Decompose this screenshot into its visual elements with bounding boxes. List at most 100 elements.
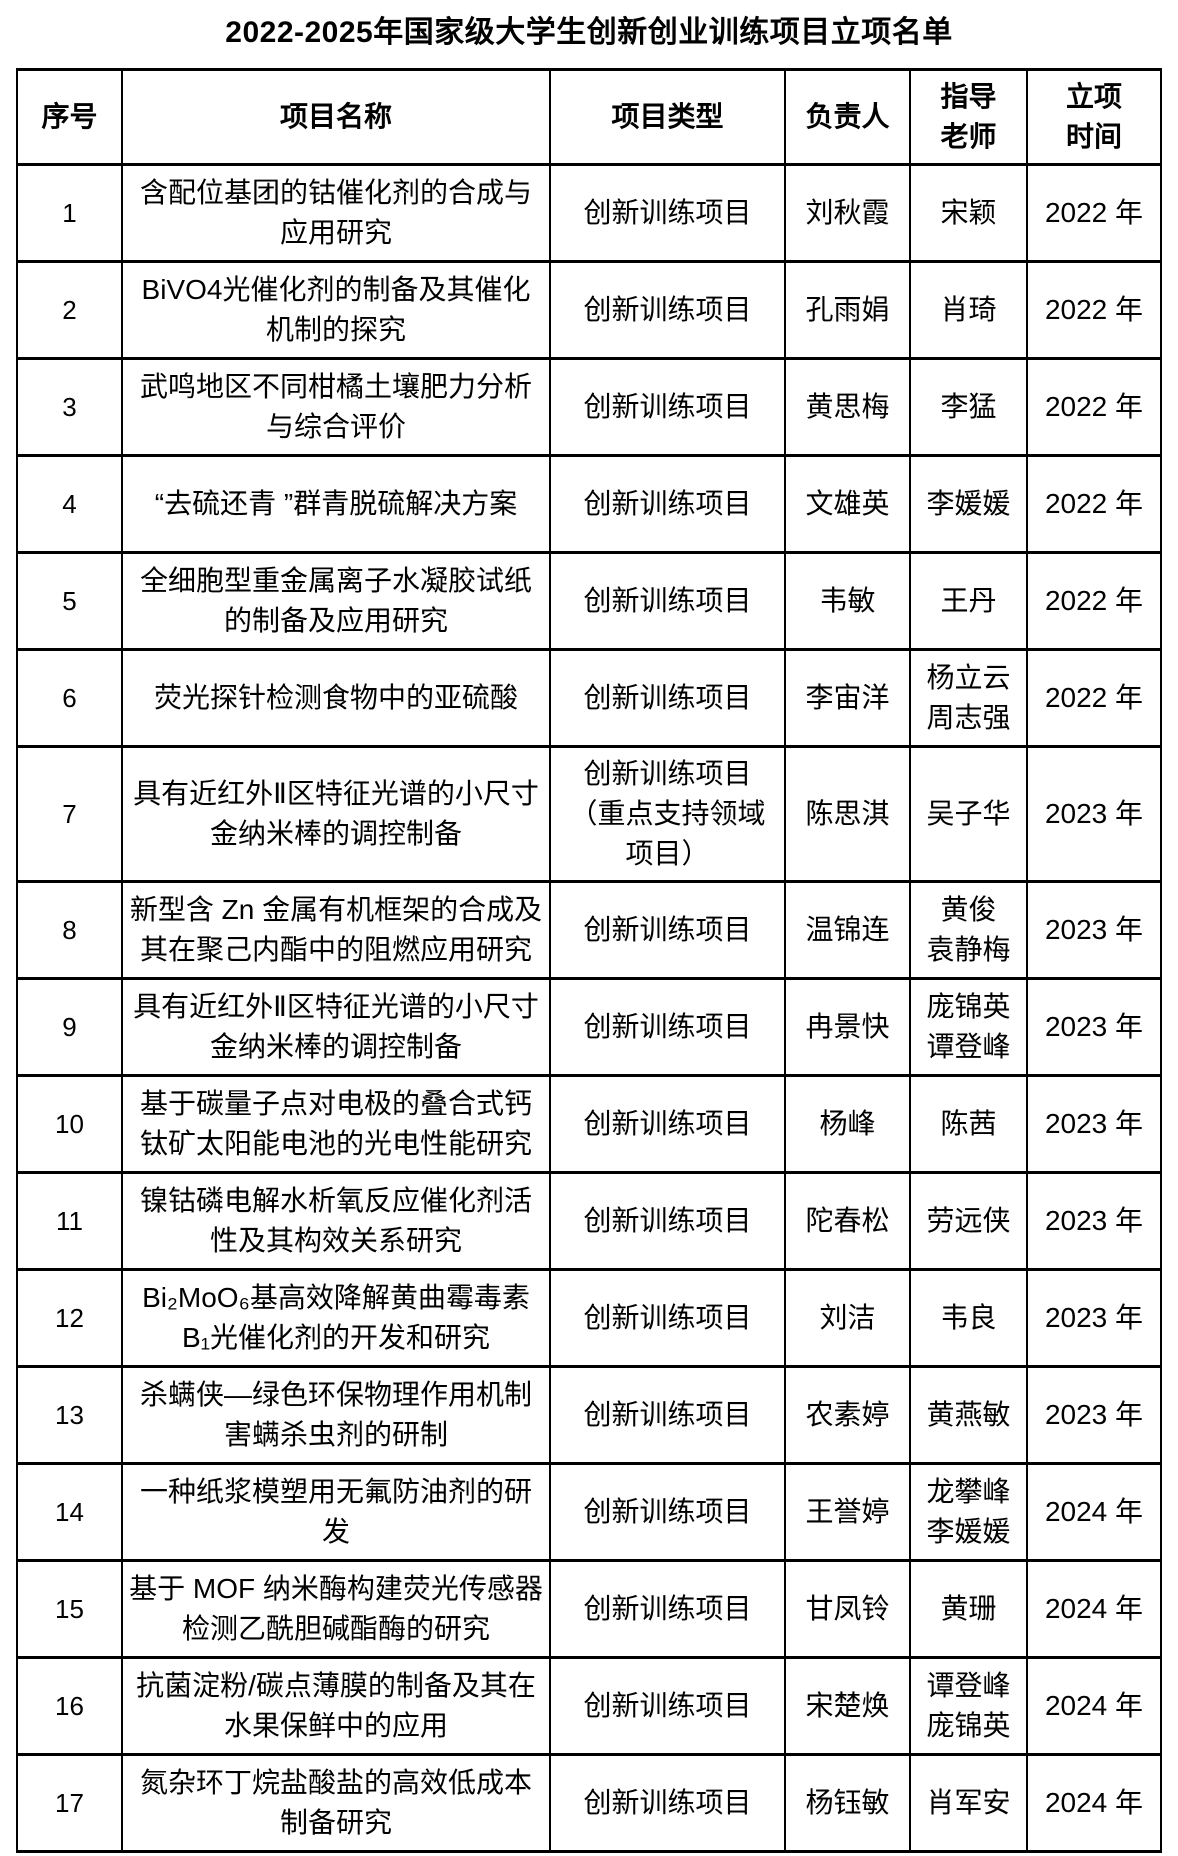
cell-project-type: 创新训练项目	[549, 163, 786, 263]
cell-no: 11	[16, 1171, 123, 1271]
cell-leader: 王誉婷	[784, 1462, 911, 1562]
cell-project-type: 创新训练项目	[549, 1462, 786, 1562]
cell-project-name: 一种纸浆模塑用无氟防油剂的研发	[121, 1462, 551, 1562]
table-row: 1 含配位基团的钴催化剂的合成与应用研究 创新训练项目 刘秋霞 宋颖 2022 …	[16, 163, 1162, 263]
cell-no: 6	[16, 648, 123, 748]
cell-project-type: 创新训练项目	[549, 1171, 786, 1271]
cell-teacher: 韦良	[909, 1268, 1028, 1368]
cell-project-type: 创新训练项目	[549, 551, 786, 651]
cell-year: 2023 年	[1026, 1268, 1162, 1368]
cell-no: 17	[16, 1753, 123, 1853]
cell-no: 12	[16, 1268, 123, 1368]
cell-year: 2022 年	[1026, 260, 1162, 360]
cell-project-name: 新型含 Zn 金属有机框架的合成及其在聚己内酯中的阻燃应用研究	[121, 880, 551, 980]
cell-year: 2023 年	[1026, 880, 1162, 980]
cell-project-type: 创新训练项目	[549, 1753, 786, 1853]
cell-project-name: 基于碳量子点对电极的叠合式钙钛矿太阳能电池的光电性能研究	[121, 1074, 551, 1174]
table-row: 17 氮杂环丁烷盐酸盐的高效低成本制备研究 创新训练项目 杨钰敏 肖军安 202…	[16, 1753, 1162, 1853]
cell-year: 2022 年	[1026, 648, 1162, 748]
cell-project-name: BiVO4光催化剂的制备及其催化机制的探究	[121, 260, 551, 360]
table-row: 11 镍钴磷电解水析氧反应催化剂活性及其构效关系研究 创新训练项目 陀春松 劳远…	[16, 1171, 1162, 1271]
header-no: 序号	[16, 68, 123, 166]
table-row: 13 杀螨侠—绿色环保物理作用机制害螨杀虫剂的研制 创新训练项目 农素婷 黄燕敏…	[16, 1365, 1162, 1465]
cell-project-name: 具有近红外Ⅱ区特征光谱的小尺寸金纳米棒的调控制备	[121, 745, 551, 883]
projects-table: 序号 项目名称 项目类型 负责人 指导 老师 立项 时间 1 含配位基团的钴催化…	[16, 68, 1162, 1853]
cell-teacher: 龙攀峰 李媛媛	[909, 1462, 1028, 1562]
cell-project-name: 武鸣地区不同柑橘土壤肥力分析与综合评价	[121, 357, 551, 457]
table-row: 7 具有近红外Ⅱ区特征光谱的小尺寸金纳米棒的调控制备 创新训练项目 （重点支持领…	[16, 745, 1162, 883]
cell-project-type: 创新训练项目	[549, 357, 786, 457]
cell-year: 2023 年	[1026, 1074, 1162, 1174]
cell-teacher: 劳远侠	[909, 1171, 1028, 1271]
table-row: 10 基于碳量子点对电极的叠合式钙钛矿太阳能电池的光电性能研究 创新训练项目 杨…	[16, 1074, 1162, 1174]
cell-no: 15	[16, 1559, 123, 1659]
cell-project-type: 创新训练项目 （重点支持领域项目）	[549, 745, 786, 883]
table-row: 8 新型含 Zn 金属有机框架的合成及其在聚己内酯中的阻燃应用研究 创新训练项目…	[16, 880, 1162, 980]
cell-teacher: 黄俊 袁静梅	[909, 880, 1028, 980]
cell-teacher: 黄燕敏	[909, 1365, 1028, 1465]
table-row: 12 Bi₂MoO₆基高效降解黄曲霉毒素B₁光催化剂的开发和研究 创新训练项目 …	[16, 1268, 1162, 1368]
cell-project-name: 氮杂环丁烷盐酸盐的高效低成本制备研究	[121, 1753, 551, 1853]
cell-teacher: 李媛媛	[909, 454, 1028, 554]
cell-project-type: 创新训练项目	[549, 260, 786, 360]
cell-teacher: 庞锦英 谭登峰	[909, 977, 1028, 1077]
cell-project-name: 镍钴磷电解水析氧反应催化剂活性及其构效关系研究	[121, 1171, 551, 1271]
cell-leader: 杨峰	[784, 1074, 911, 1174]
cell-project-name: Bi₂MoO₆基高效降解黄曲霉毒素B₁光催化剂的开发和研究	[121, 1268, 551, 1368]
table-row: 16 抗菌淀粉/碳点薄膜的制备及其在水果保鲜中的应用 创新训练项目 宋楚焕 谭登…	[16, 1656, 1162, 1756]
cell-teacher: 李猛	[909, 357, 1028, 457]
table-row: 15 基于 MOF 纳米酶构建荧光传感器检测乙酰胆碱酯酶的研究 创新训练项目 甘…	[16, 1559, 1162, 1659]
header-leader: 负责人	[784, 68, 911, 166]
cell-no: 7	[16, 745, 123, 883]
cell-project-type: 创新训练项目	[549, 1656, 786, 1756]
cell-no: 9	[16, 977, 123, 1077]
page-title: 2022-2025年国家级大学生创新创业训练项目立项名单	[225, 16, 953, 49]
header-name: 项目名称	[121, 68, 551, 166]
cell-leader: 温锦连	[784, 880, 911, 980]
cell-leader: 杨钰敏	[784, 1753, 911, 1853]
header-teacher: 指导 老师	[909, 68, 1028, 166]
cell-year: 2023 年	[1026, 1365, 1162, 1465]
cell-project-type: 创新训练项目	[549, 454, 786, 554]
cell-leader: 宋楚焕	[784, 1656, 911, 1756]
cell-no: 1	[16, 163, 123, 263]
cell-no: 14	[16, 1462, 123, 1562]
cell-teacher: 肖军安	[909, 1753, 1028, 1853]
cell-year: 2023 年	[1026, 1171, 1162, 1271]
cell-project-type: 创新训练项目	[549, 648, 786, 748]
cell-project-type: 创新训练项目	[549, 1365, 786, 1465]
cell-year: 2024 年	[1026, 1559, 1162, 1659]
header-year: 立项 时间	[1026, 68, 1162, 166]
cell-leader: 甘凤铃	[784, 1559, 911, 1659]
cell-teacher: 宋颖	[909, 163, 1028, 263]
cell-leader: 冉景快	[784, 977, 911, 1077]
cell-project-name: 全细胞型重金属离子水凝胶试纸的制备及应用研究	[121, 551, 551, 651]
cell-no: 10	[16, 1074, 123, 1174]
cell-no: 8	[16, 880, 123, 980]
cell-leader: 黄思梅	[784, 357, 911, 457]
cell-project-type: 创新训练项目	[549, 977, 786, 1077]
header-type: 项目类型	[549, 68, 786, 166]
cell-leader: 韦敏	[784, 551, 911, 651]
table-row: 5 全细胞型重金属离子水凝胶试纸的制备及应用研究 创新训练项目 韦敏 王丹 20…	[16, 551, 1162, 651]
cell-year: 2023 年	[1026, 745, 1162, 883]
table-row: 9 具有近红外Ⅱ区特征光谱的小尺寸金纳米棒的调控制备 创新训练项目 冉景快 庞锦…	[16, 977, 1162, 1077]
cell-year: 2023 年	[1026, 977, 1162, 1077]
cell-no: 16	[16, 1656, 123, 1756]
cell-no: 13	[16, 1365, 123, 1465]
cell-teacher: 肖琦	[909, 260, 1028, 360]
cell-leader: 刘秋霞	[784, 163, 911, 263]
cell-year: 2024 年	[1026, 1656, 1162, 1756]
cell-project-name: 杀螨侠—绿色环保物理作用机制害螨杀虫剂的研制	[121, 1365, 551, 1465]
cell-year: 2022 年	[1026, 163, 1162, 263]
cell-project-name: 具有近红外Ⅱ区特征光谱的小尺寸金纳米棒的调控制备	[121, 977, 551, 1077]
cell-leader: 刘洁	[784, 1268, 911, 1368]
cell-project-name: “去硫还青 ”群青脱硫解决方案	[121, 454, 551, 554]
table-row: 6 荧光探针检测食物中的亚硫酸 创新训练项目 李宙洋 杨立云 周志强 2022 …	[16, 648, 1162, 748]
cell-leader: 文雄英	[784, 454, 911, 554]
cell-project-name: 抗菌淀粉/碳点薄膜的制备及其在水果保鲜中的应用	[121, 1656, 551, 1756]
cell-year: 2022 年	[1026, 357, 1162, 457]
cell-teacher: 黄珊	[909, 1559, 1028, 1659]
cell-no: 4	[16, 454, 123, 554]
